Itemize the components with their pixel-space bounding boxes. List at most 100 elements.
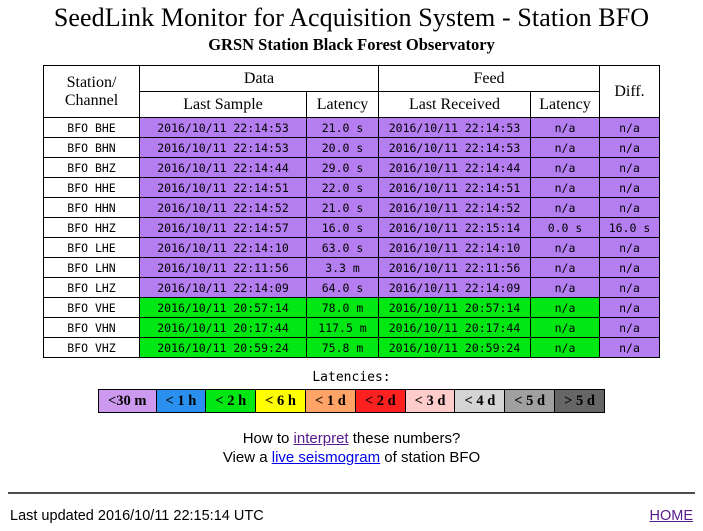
header-group-data: Data bbox=[139, 65, 379, 92]
page-subtitle: GRSN Station Black Forest Observatory bbox=[208, 35, 495, 54]
cell-channel: BFO BHN bbox=[43, 137, 140, 158]
cell-data-last-sample: 2016/10/11 22:14:53 bbox=[139, 137, 307, 158]
cell-data-latency: 63.0 s bbox=[306, 237, 379, 258]
cell-feed-last-received: 2016/10/11 22:14:10 bbox=[378, 237, 531, 258]
cell-channel: BFO VHZ bbox=[43, 337, 140, 358]
cell-diff: n/a bbox=[599, 277, 660, 298]
cell-data-last-sample: 2016/10/11 22:14:51 bbox=[139, 177, 307, 198]
interpret-link[interactable]: interpret bbox=[293, 430, 349, 447]
seismogram-line: View a live seismogram of station BFO bbox=[0, 448, 703, 467]
table-row: BFO BHN 2016/10/11 22:14:53 20.0 s 2016/10/… bbox=[43, 137, 660, 158]
cell-feed-latency: n/a bbox=[530, 137, 600, 158]
cell-data-latency: 29.0 s bbox=[306, 157, 379, 178]
cell-channel: BFO HHE bbox=[43, 177, 140, 198]
legend-item-4: < 1 d bbox=[304, 389, 356, 413]
cell-feed-latency: n/a bbox=[530, 277, 600, 298]
live-seismogram-link[interactable]: live seismogram bbox=[271, 449, 381, 466]
header-feed-latency: Latency bbox=[530, 91, 600, 118]
table-row: BFO HHZ 2016/10/11 22:14:57 16.0 s 2016/10/… bbox=[43, 217, 660, 238]
cell-data-last-sample: 2016/10/11 22:14:10 bbox=[139, 237, 307, 258]
legend-item-1: < 1 h bbox=[155, 389, 207, 413]
cell-channel: BFO BHZ bbox=[43, 157, 140, 178]
interpret-line-prefix: How to bbox=[242, 430, 294, 447]
cell-feed-latency: n/a bbox=[530, 257, 600, 278]
cell-feed-latency: n/a bbox=[530, 197, 600, 218]
table-header-row-sub: Last Sample Latency Last Received Latenc… bbox=[44, 91, 660, 118]
cell-channel: BFO VHE bbox=[43, 297, 140, 318]
seismogram-line-suffix: of station BFO bbox=[380, 449, 481, 466]
cell-diff: n/a bbox=[599, 157, 660, 178]
cell-diff: n/a bbox=[599, 257, 660, 278]
cell-channel: BFO LHZ bbox=[43, 277, 140, 298]
cell-diff: n/a bbox=[599, 317, 660, 338]
cell-diff: n/a bbox=[599, 237, 660, 258]
home-link[interactable]: HOME bbox=[649, 507, 694, 524]
legend-item-7: < 4 d bbox=[454, 389, 506, 413]
table-row: BFO VHN 2016/10/11 20:17:44 117.5 m 2016/10… bbox=[43, 317, 660, 338]
cell-feed-last-received: 2016/10/11 22:14:53 bbox=[378, 137, 531, 158]
footer-divider bbox=[8, 492, 695, 494]
cell-diff: n/a bbox=[599, 337, 660, 358]
page-header: SeedLink Monitor for Acquisition System … bbox=[0, 0, 703, 55]
header-diff: Diff. bbox=[599, 65, 660, 118]
cell-data-latency: 75.8 m bbox=[306, 337, 379, 358]
cell-channel: BFO HHZ bbox=[43, 217, 140, 238]
table-row: BFO HHE 2016/10/11 22:14:51 22.0 s 2016/10/… bbox=[43, 177, 660, 198]
cell-data-latency: 78.0 m bbox=[306, 297, 379, 318]
last-updated-text: Last updated 2016/10/11 22:15:14 UTC bbox=[10, 507, 264, 524]
cell-feed-latency: n/a bbox=[530, 237, 600, 258]
cell-diff: n/a bbox=[599, 117, 660, 138]
table-row: BFO BHE 2016/10/11 22:14:53 21.0 s 2016/10/… bbox=[43, 117, 660, 138]
cell-data-last-sample: 2016/10/11 20:59:24 bbox=[139, 337, 307, 358]
page-title: SeedLink Monitor for Acquisition System … bbox=[53, 3, 650, 32]
cell-feed-last-received: 2016/10/11 20:57:14 bbox=[378, 297, 531, 318]
cell-diff: n/a bbox=[599, 137, 660, 158]
cell-data-last-sample: 2016/10/11 22:14:57 bbox=[139, 217, 307, 238]
cell-data-last-sample: 2016/10/11 22:11:56 bbox=[139, 257, 307, 278]
cell-channel: BFO VHN bbox=[43, 317, 140, 338]
cell-data-latency: 21.0 s bbox=[306, 197, 379, 218]
cell-diff: 16.0 s bbox=[599, 217, 660, 238]
cell-data-latency: 3.3 m bbox=[306, 257, 379, 278]
cell-data-latency: 22.0 s bbox=[306, 177, 379, 198]
cell-feed-last-received: 2016/10/11 22:14:53 bbox=[378, 117, 531, 138]
table-row: BFO LHE 2016/10/11 22:14:10 63.0 s 2016/10/… bbox=[43, 237, 660, 258]
cell-diff: n/a bbox=[599, 177, 660, 198]
cell-feed-last-received: 2016/10/11 22:14:51 bbox=[378, 177, 531, 198]
table-row: BFO HHN 2016/10/11 22:14:52 21.0 s 2016/10/… bbox=[43, 197, 660, 218]
cell-feed-last-received: 2016/10/11 22:11:56 bbox=[378, 257, 531, 278]
legend-item-0: <30 m bbox=[98, 389, 157, 413]
cell-data-last-sample: 2016/10/11 22:14:44 bbox=[139, 157, 307, 178]
cell-feed-last-received: 2016/10/11 22:14:52 bbox=[378, 197, 531, 218]
header-station-channel: Station/ Channel bbox=[43, 65, 140, 118]
legend-item-9: > 5 d bbox=[554, 389, 605, 413]
cell-feed-last-received: 2016/10/11 22:14:09 bbox=[378, 277, 531, 298]
cell-diff: n/a bbox=[599, 197, 660, 218]
cell-data-last-sample: 2016/10/11 22:14:53 bbox=[139, 117, 307, 138]
table-row: BFO LHN 2016/10/11 22:11:56 3.3 m 2016/10/1… bbox=[43, 257, 660, 278]
latency-legend-table: <30 m < 1 h < 2 h < 6 h < 1 d < 2 d < 3 d < 4 d… bbox=[98, 389, 605, 413]
cell-feed-latency: n/a bbox=[530, 177, 600, 198]
cell-data-last-sample: 2016/10/11 20:17:44 bbox=[139, 317, 307, 338]
cell-channel: BFO HHN bbox=[43, 197, 140, 218]
cell-channel: BFO BHE bbox=[43, 117, 140, 138]
table-body: BFO BHE 2016/10/11 22:14:53 21.0 s 2016/10/… bbox=[43, 117, 660, 358]
cell-data-latency: 64.0 s bbox=[306, 277, 379, 298]
header-station-channel-line2: Channel bbox=[64, 91, 119, 109]
table-row: BFO BHZ 2016/10/11 22:14:44 29.0 s 2016/10/… bbox=[43, 157, 660, 178]
legend-title: Latencies: bbox=[312, 370, 391, 385]
cell-diff: n/a bbox=[599, 297, 660, 318]
table-header-row-group: Station/ Channel Data Feed Diff. bbox=[43, 65, 660, 118]
cell-data-last-sample: 2016/10/11 20:57:14 bbox=[139, 297, 307, 318]
monitor-table-container: Station/ Channel Data Feed Diff. Last Sa… bbox=[0, 65, 703, 358]
cell-feed-latency: n/a bbox=[530, 317, 600, 338]
header-station-channel-line1: Station/ bbox=[66, 73, 117, 91]
info-links-block: How to interpret these numbers? View a l… bbox=[0, 429, 703, 467]
legend-item-6: < 3 d bbox=[404, 389, 456, 413]
cell-data-last-sample: 2016/10/11 22:14:09 bbox=[139, 277, 307, 298]
page-footer: Last updated 2016/10/11 22:15:14 UTC HOM… bbox=[0, 500, 703, 531]
table-row: BFO VHE 2016/10/11 20:57:14 78.0 m 2016/10/… bbox=[43, 297, 660, 318]
latency-legend-section: Latencies: <30 m < 1 h < 2 h < 6 h < 1 d < 2 … bbox=[0, 370, 703, 413]
legend-item-5: < 2 d bbox=[354, 389, 406, 413]
cell-feed-latency: n/a bbox=[530, 157, 600, 178]
